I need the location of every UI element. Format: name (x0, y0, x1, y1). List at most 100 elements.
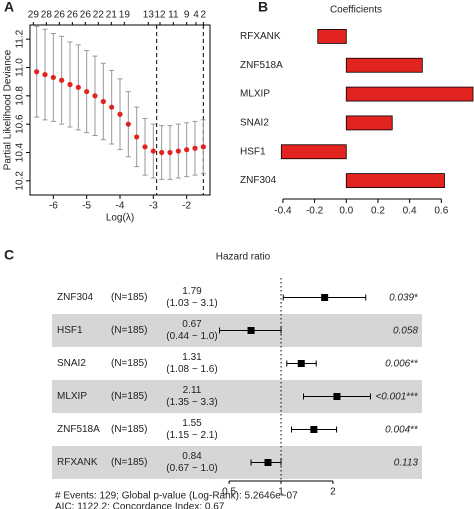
p-value-text: 0.039 (389, 292, 414, 303)
row-n: (N=185) (111, 391, 147, 402)
panel-label: A (4, 0, 14, 15)
footer-text: AIC: 1122.2; Concordance Index: 0.67 (55, 502, 225, 509)
p-value: 0.113 (394, 457, 419, 468)
p-value: 0.058 (393, 325, 418, 336)
top-tick-label: 13 (143, 10, 155, 21)
row-band (52, 281, 422, 314)
point (117, 111, 123, 117)
point (125, 121, 131, 127)
row-name: RFXANK (57, 457, 98, 468)
x-tick-label: -3 (149, 201, 158, 212)
ci-label: (1.35 − 3.3) (166, 397, 217, 408)
hr-point (321, 294, 329, 301)
top-tick-label: 19 (119, 10, 131, 21)
p-value: 0.039* (389, 292, 418, 303)
ci-label: (1.15 − 2.1) (166, 430, 217, 441)
y-tick-label: 10.4 (15, 142, 26, 162)
bar (280, 144, 347, 160)
point (34, 69, 40, 75)
row-name: MLXIP (57, 391, 87, 402)
bar (317, 29, 347, 44)
row-name: ZNF304 (57, 292, 94, 303)
significance-stars: ** (410, 358, 418, 369)
category-label: SNAI2 (240, 118, 269, 129)
chart-title: Hazard ratio (216, 252, 271, 263)
hazard-ratio: 1.79 (182, 286, 202, 297)
point (184, 147, 190, 153)
y-tick-label: 11.2 (15, 29, 26, 48)
point (109, 104, 115, 110)
x-tick-label: 1 (278, 487, 284, 498)
y-tick-label: 11.0 (15, 58, 26, 77)
point (159, 149, 165, 156)
point (200, 144, 206, 150)
top-tick-label: 4 (193, 10, 199, 21)
ci-label: (1.03 − 3.1) (166, 298, 217, 309)
x-tick-label: -5 (82, 201, 91, 212)
panel-label: C (4, 247, 14, 263)
x-tick-label: 2 (330, 487, 336, 498)
row-n: (N=185) (111, 424, 147, 435)
row-band (52, 347, 422, 380)
top-tick-label: 11 (168, 10, 179, 21)
top-tick-label: 22 (93, 10, 105, 21)
point (167, 149, 173, 156)
x-tick-label: -4 (116, 201, 125, 212)
hr-point (333, 393, 341, 400)
category-label: HSF1 (240, 146, 266, 157)
point (42, 71, 48, 78)
hr-point (247, 327, 255, 334)
point (59, 77, 65, 83)
category-label: RFXANK (240, 31, 281, 42)
p-value-text: 0.113 (394, 457, 419, 468)
x-tick-label: 0.0 (339, 206, 353, 217)
row-n: (N=185) (111, 457, 147, 468)
hazard-ratio: 0.67 (182, 319, 202, 330)
category-label: ZNF304 (240, 175, 277, 186)
hr-point (297, 360, 305, 367)
p-value: 0.004** (385, 424, 418, 435)
point (84, 88, 90, 95)
point (50, 74, 56, 81)
point (92, 93, 98, 99)
hr-point (264, 459, 272, 466)
category-label: ZNF518A (240, 60, 283, 71)
hazard-ratio: 1.55 (182, 418, 202, 429)
p-value-text: 0.004 (385, 424, 410, 435)
ci-label: (0.44 − 1.0) (166, 331, 217, 342)
row-name: HSF1 (57, 325, 83, 336)
point (150, 148, 156, 154)
bar (345, 86, 474, 102)
hazard-ratio: 2.11 (183, 385, 202, 396)
top-tick-label: 9 (184, 10, 190, 21)
hr-point (310, 426, 318, 433)
p-value-text: <0.001 (375, 391, 406, 402)
p-value: 0.006** (385, 358, 418, 369)
ci-label: (0.67 − 1.0) (166, 463, 217, 474)
x-axis-label: Log(λ) (106, 213, 134, 224)
row-band (52, 446, 422, 479)
p-value-text: 0.058 (393, 325, 418, 336)
bar (345, 57, 423, 73)
row-n: (N=185) (111, 325, 147, 336)
x-tick-label: 0.2 (371, 206, 385, 217)
top-tick-label: 26 (54, 10, 66, 21)
row-band (52, 413, 422, 446)
significance-stars: * (414, 292, 418, 303)
significance-stars: *** (406, 391, 418, 402)
row-n: (N=185) (111, 358, 147, 369)
x-tick-label: -0.4 (274, 206, 292, 217)
top-tick-label: 12 (154, 10, 166, 21)
hazard-ratio: 0.84 (182, 451, 202, 462)
category-label: MLXIP (240, 89, 270, 100)
point (192, 145, 198, 151)
row-name: SNAI2 (57, 358, 86, 369)
top-tick-label: 2 (201, 10, 207, 21)
p-value: <0.001*** (375, 391, 418, 402)
x-tick-label: 0.6 (434, 206, 448, 217)
x-tick-label: -2 (182, 201, 191, 212)
panel-label: B (258, 0, 268, 15)
point (67, 81, 73, 88)
top-tick-label: 29 (28, 10, 40, 21)
top-tick-label: 28 (41, 10, 53, 21)
